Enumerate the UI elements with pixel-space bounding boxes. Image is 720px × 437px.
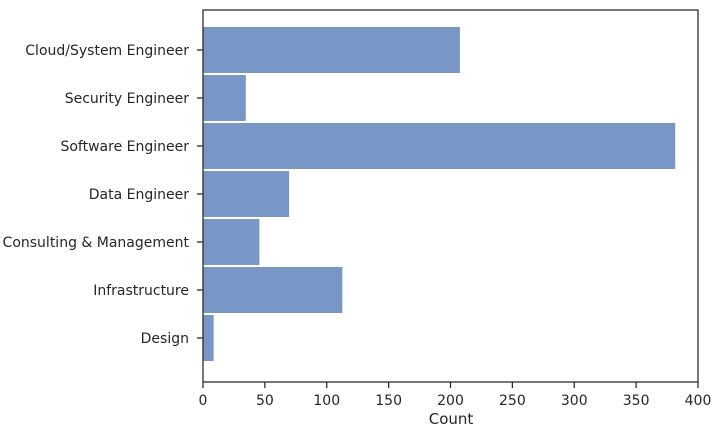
x-tick-label-100: 100 xyxy=(313,393,340,409)
y-tick-label-cloud-system-engineer: Cloud/System Engineer xyxy=(25,43,189,59)
y-tick-label-data-engineer: Data Engineer xyxy=(89,187,189,203)
y-tick-label-infrastructure: Infrastructure xyxy=(93,283,189,299)
x-tick-label-0: 0 xyxy=(199,393,208,409)
x-tick-label-400: 400 xyxy=(685,393,712,409)
x-tick-label-150: 150 xyxy=(375,393,402,409)
y-tick-label-software-engineer: Software Engineer xyxy=(60,139,189,155)
x-tick-label-50: 50 xyxy=(256,393,274,409)
axes-layer: Cloud/System Engineer Security Engineer So… xyxy=(3,9,712,409)
bar-infrastructure xyxy=(202,266,344,314)
bar-cloud-system-engineer xyxy=(202,26,461,74)
bar-security-engineer xyxy=(202,74,247,122)
x-tick-label-350: 350 xyxy=(623,393,650,409)
bar-design xyxy=(202,314,215,362)
x-tick-label-300: 300 xyxy=(561,393,588,409)
y-tick-label-design: Design xyxy=(141,331,189,347)
bar-data-engineer xyxy=(202,170,291,218)
y-tick-label-security-engineer: Security Engineer xyxy=(65,91,190,107)
x-tick-label-200: 200 xyxy=(437,393,464,409)
x-tick-label-250: 250 xyxy=(499,393,526,409)
bar-software-engineer xyxy=(202,122,677,170)
bar-consulting-management xyxy=(202,218,261,266)
bars-layer xyxy=(202,26,677,362)
y-tick-label-consulting-management: Consulting & Management xyxy=(3,235,190,251)
x-axis-title: Count xyxy=(429,410,474,428)
